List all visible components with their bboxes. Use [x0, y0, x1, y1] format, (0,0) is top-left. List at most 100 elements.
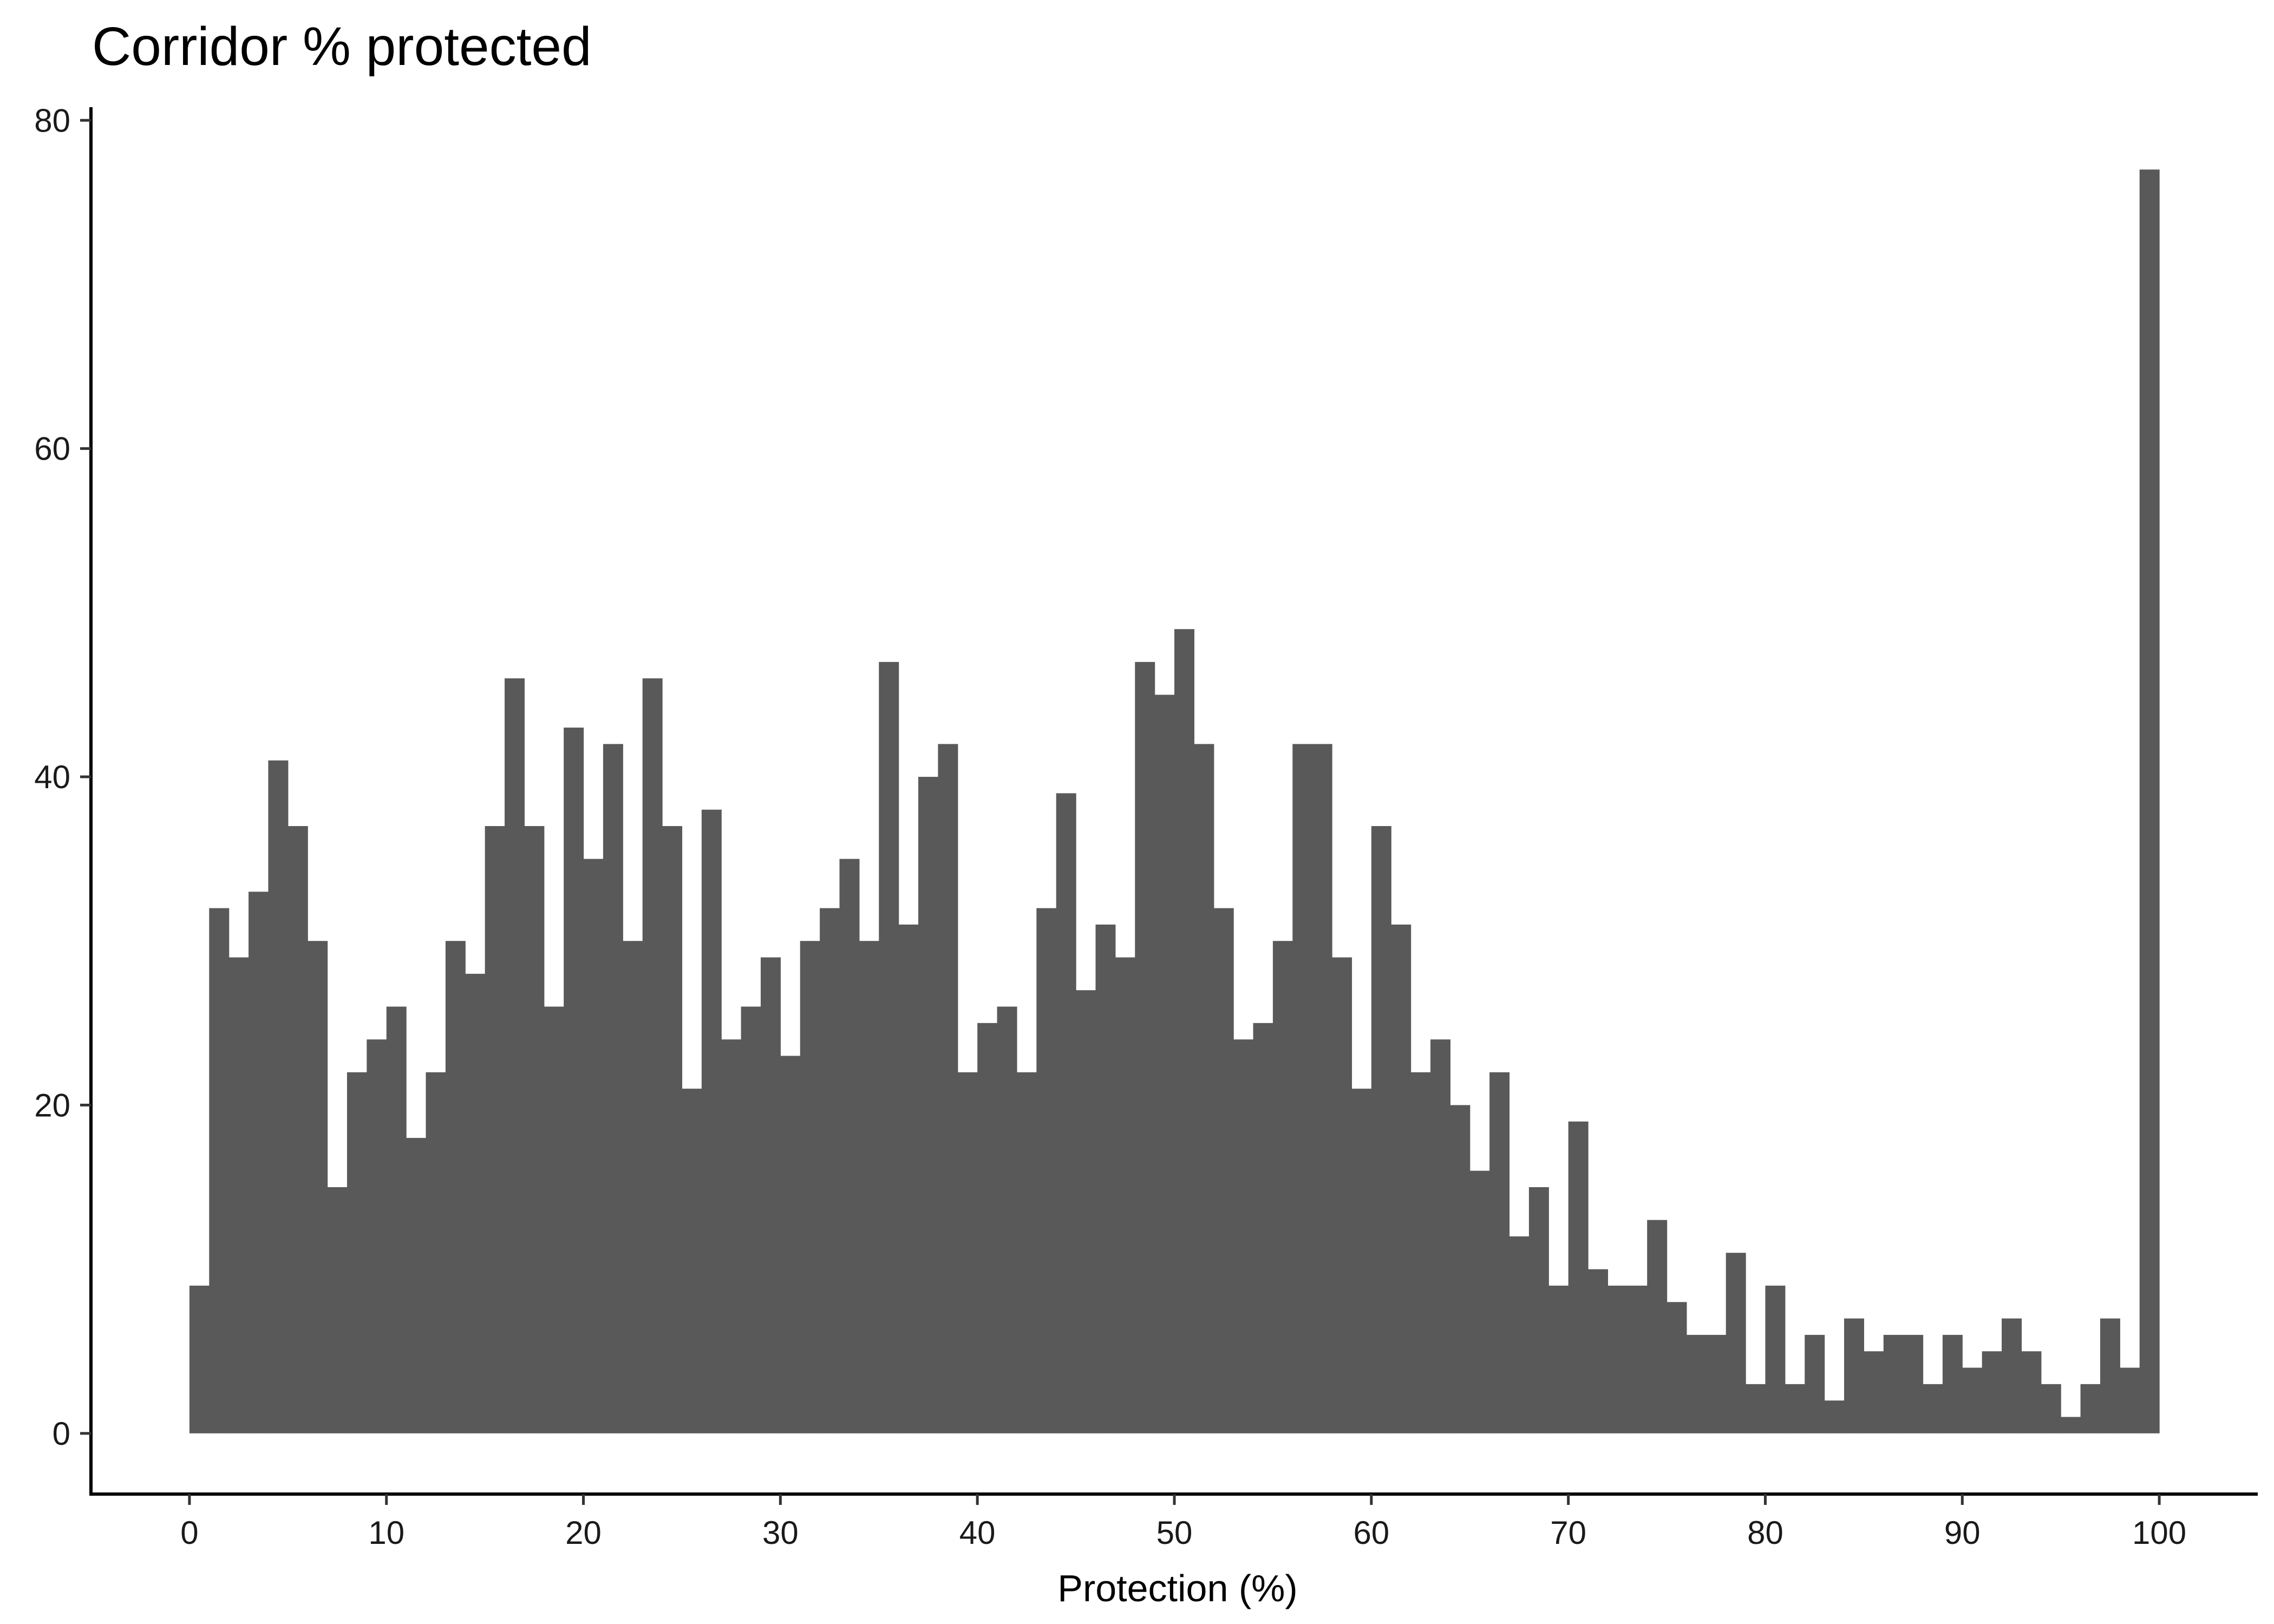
histogram-bar	[1686, 1334, 1707, 1433]
histogram-bar	[879, 662, 899, 1433]
histogram-bar	[1292, 744, 1313, 1433]
histogram-bar	[1312, 744, 1332, 1433]
histogram-bar	[1903, 1334, 1924, 1433]
histogram-bar	[1765, 1285, 1786, 1433]
histogram-bar	[1608, 1285, 1628, 1433]
x-tick-label: 100	[2132, 1515, 2186, 1551]
histogram-bar	[505, 678, 525, 1433]
histogram-bar	[2100, 1318, 2120, 1433]
x-tick-label: 10	[368, 1515, 404, 1551]
histogram-bar	[2021, 1351, 2042, 1433]
x-tick-label: 30	[762, 1515, 799, 1551]
histogram-bar	[839, 859, 860, 1433]
histogram-bar	[1351, 1089, 1372, 1433]
x-tick-label: 80	[1747, 1515, 1783, 1551]
histogram-bar	[1548, 1285, 1569, 1433]
histogram-bar	[189, 1285, 210, 1433]
histogram-bar	[465, 973, 486, 1433]
histogram-bar	[997, 1006, 1017, 1433]
histogram-bar	[898, 924, 919, 1433]
histogram-bar	[1135, 662, 1155, 1433]
histogram-bar	[1489, 1072, 1510, 1433]
histogram-bar	[524, 826, 545, 1433]
histogram-bar	[1332, 957, 1352, 1433]
histogram-bar	[918, 777, 939, 1433]
x-tick-label: 50	[1156, 1515, 1193, 1551]
histogram-bar	[1528, 1187, 1549, 1433]
histogram-bar	[544, 1006, 564, 1433]
histogram-bar	[977, 1023, 998, 1433]
histogram-bar	[249, 892, 269, 1433]
histogram-bar	[662, 826, 683, 1433]
histogram-bar	[1410, 1072, 1431, 1433]
histogram-bar	[2080, 1384, 2101, 1433]
histogram-bar	[938, 744, 958, 1433]
histogram-bar	[287, 826, 308, 1433]
histogram-bar	[327, 1187, 348, 1433]
histogram-bar	[2061, 1417, 2081, 1433]
histogram-bar	[1923, 1384, 1943, 1433]
x-tick-label: 70	[1550, 1515, 1586, 1551]
histogram-bar	[2139, 169, 2160, 1433]
histogram-bar	[623, 941, 643, 1433]
histogram-bar	[209, 908, 230, 1433]
histogram-bar	[386, 1006, 407, 1433]
histogram-bar	[820, 908, 840, 1433]
x-tick-label: 20	[565, 1515, 602, 1551]
histogram-bar	[1154, 695, 1175, 1433]
histogram-bar	[426, 1072, 446, 1433]
histogram-bar	[1942, 1334, 1963, 1433]
histogram-bar	[1233, 1039, 1254, 1433]
histogram-bar	[603, 744, 623, 1433]
histogram-bar	[564, 728, 584, 1433]
histogram-bar	[1588, 1269, 1608, 1433]
histogram-bar	[1844, 1318, 1864, 1433]
histogram-bar	[367, 1039, 387, 1433]
histogram-bar	[268, 760, 289, 1433]
histogram-bar	[1864, 1351, 1884, 1433]
histogram-bar	[2002, 1318, 2022, 1433]
histogram-bar	[1824, 1400, 1845, 1433]
y-tick-label: 0	[53, 1416, 70, 1452]
x-tick-label: 90	[1944, 1515, 1981, 1551]
histogram-bar	[1706, 1334, 1727, 1433]
y-tick-label: 40	[34, 759, 70, 795]
histogram-bar	[1627, 1285, 1648, 1433]
histogram-bar	[1194, 744, 1214, 1433]
histogram-bar	[1430, 1039, 1450, 1433]
x-axis: 0 10 20 30 40 50 60 70 80 90 100	[89, 1492, 2258, 1551]
y-tick-label: 80	[34, 102, 70, 139]
histogram-bar	[1213, 908, 1234, 1433]
histogram-bar	[2041, 1384, 2061, 1433]
bars-group	[189, 169, 2160, 1433]
histogram-bar	[1647, 1220, 1668, 1433]
histogram-bar	[1391, 924, 1412, 1433]
histogram-bar	[1371, 826, 1391, 1433]
histogram-bar	[583, 859, 604, 1433]
histogram-bar	[1785, 1384, 1805, 1433]
histogram-bar	[1982, 1351, 2002, 1433]
y-tick-label: 60	[34, 431, 70, 467]
histogram-bar	[1726, 1253, 1746, 1433]
y-axis: 0 20 40 60 80	[34, 102, 93, 1496]
histogram-bar	[859, 941, 879, 1433]
histogram-bar	[1667, 1302, 1687, 1433]
histogram-bar	[701, 809, 722, 1433]
histogram-bar	[1076, 990, 1096, 1433]
histogram-bar	[721, 1039, 742, 1433]
histogram-bar	[445, 941, 466, 1433]
histogram-bar	[485, 826, 505, 1433]
histogram-bar	[1883, 1334, 1904, 1433]
histogram-bar	[1805, 1334, 1825, 1433]
histogram-bar	[1095, 924, 1116, 1433]
x-tick-label: 0	[180, 1515, 198, 1551]
histogram-bar	[800, 941, 820, 1433]
histogram-bar	[228, 957, 249, 1433]
histogram-bar	[1509, 1236, 1530, 1433]
histogram-bar	[957, 1072, 978, 1433]
histogram-bar	[1253, 1023, 1273, 1433]
histogram-bar	[1962, 1367, 1983, 1433]
histogram-bar	[682, 1089, 702, 1433]
histogram-bar	[2120, 1367, 2140, 1433]
